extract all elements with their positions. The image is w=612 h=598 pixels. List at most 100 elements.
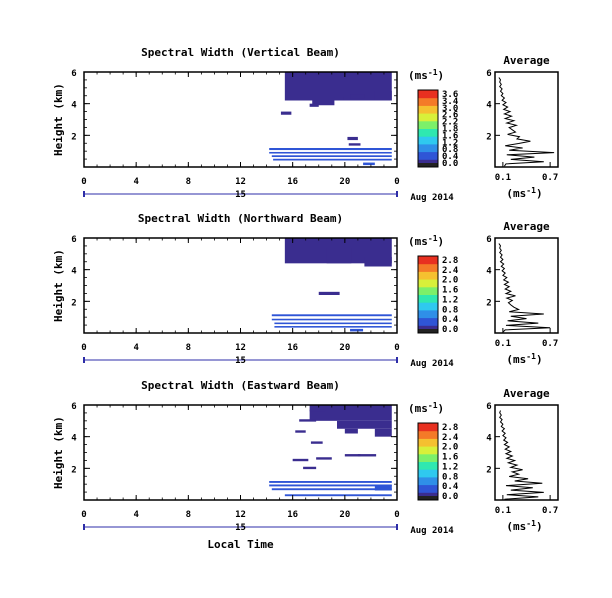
colorbar-tick-label: 3.6: [442, 90, 458, 100]
y-tick-label: 4: [71, 101, 77, 111]
average-x-label-close: ): [536, 520, 543, 533]
average-x-tick-label: 0.7: [542, 173, 558, 183]
average-x-label: (ms-1): [506, 352, 542, 366]
panel-title: Spectral Width (Northward Beam): [138, 212, 343, 225]
colorbar-tick-label: 2.8: [442, 256, 458, 266]
colorbar-segment: [418, 136, 438, 145]
panel-3: Spectral Width (Eastward Beam)0 4 8 12 16 20 0…: [52, 379, 559, 536]
average-title: Average: [503, 54, 550, 67]
heatmap-cell: [309, 103, 319, 107]
colorbar-tick-label: 0.0: [442, 325, 458, 335]
colorbar-tick-label: 2.4: [442, 433, 459, 443]
average-x-label-exp: -1: [526, 352, 536, 361]
heatmap-cell: [344, 454, 361, 457]
colorbar-segment: [418, 430, 438, 439]
average-x-label: (ms-1): [506, 519, 542, 533]
average-profile-line: [499, 410, 544, 500]
x-tick-label: 8: [186, 510, 191, 520]
date-tick-label: 15: [235, 356, 246, 366]
average-title: Average: [503, 220, 550, 233]
colorbar-segment: [418, 446, 438, 455]
heatmap-cells: [271, 238, 392, 332]
colorbar-floor: [418, 163, 438, 167]
colorbar-segment: [418, 286, 438, 295]
x-tick-label: 8: [186, 343, 191, 353]
colorbar-frame: [417, 89, 439, 168]
heatmap-cell: [347, 136, 358, 141]
heatmap-cell: [350, 94, 365, 99]
heatmap-cell: [374, 428, 392, 437]
heatmap-cell: [284, 494, 392, 497]
heatmap-cell: [292, 458, 309, 462]
colorbar-tick-label: 0.0: [442, 159, 458, 169]
heatmap-cells: [269, 72, 392, 166]
average-x-label-exp: -1: [526, 519, 536, 528]
x-tick-label: 20: [339, 343, 350, 353]
x-tick-label: 0: [394, 177, 399, 187]
average-y-tick-label: 4: [486, 434, 492, 444]
y-tick-label: 6: [71, 235, 76, 245]
colorbar-tick-label: 1.2: [442, 138, 458, 148]
average-x-tick-label: 0.7: [542, 506, 558, 516]
date-tick-label: 15: [235, 190, 246, 200]
colorbar-tick-label: 3.0: [442, 104, 458, 114]
colorbar-segment: [418, 113, 438, 122]
colorbar-tick-label: 2.2: [442, 118, 458, 128]
average-x-label-close: ): [536, 353, 543, 366]
y-tick-label: 4: [71, 267, 77, 277]
colorbar-segment: [418, 271, 438, 280]
colorbar-tick-label: 1.2: [442, 462, 458, 472]
y-tick-label: 4: [71, 434, 77, 444]
colorbar-tick-label: 1.6: [442, 453, 458, 463]
colorbar-tick-label: 0.0: [442, 492, 458, 502]
heatmap-cells: [269, 405, 392, 497]
average-y-tick-label: 4: [486, 101, 492, 111]
x-tick-label: 12: [235, 510, 246, 520]
heatmap-cell: [269, 148, 392, 151]
panel-title: Spectral Width (Eastward Beam): [141, 379, 340, 392]
heatmap-cell: [374, 484, 392, 491]
colorbar-segment: [418, 294, 438, 303]
colorbar-segment: [418, 302, 438, 311]
y-axis-label: Height (km): [52, 416, 65, 489]
x-tick-label: 4: [133, 343, 139, 353]
colorbar-tick-label: 0.8: [442, 145, 458, 155]
heatmap-cell: [269, 481, 392, 483]
x-tick-label: 4: [133, 510, 139, 520]
colorbar-segment: [418, 476, 438, 486]
x-tick-label: 16: [287, 343, 298, 353]
colorbar-unit-close: ): [438, 402, 445, 415]
colorbar-segment: [418, 453, 438, 462]
colorbar: 2.82.42.01.61.20.80.40.0 (ms-1): [408, 234, 459, 335]
average-x-tick-label: 0.1: [495, 339, 511, 349]
average-y-tick-label: 6: [486, 235, 491, 245]
average-panel: Average 6 4 2 0.1 0.7(ms-1): [486, 387, 559, 533]
y-axis-label: Height (km): [52, 83, 65, 156]
colorbar-segment: [418, 461, 438, 470]
average-panel: Average 6 4 2 0.1 0.7(ms-1): [486, 220, 559, 366]
colorbar-tick-label: 0.4: [442, 482, 459, 492]
colorbar-unit: (ms-1): [408, 68, 444, 82]
average-x-label-exp: -1: [526, 186, 536, 195]
colorbar-segment: [418, 263, 438, 272]
heatmap-cell: [364, 257, 392, 267]
heatmap-cell: [312, 100, 335, 106]
average-frame: [494, 71, 559, 168]
colorbar-tick-label: 1.6: [442, 131, 458, 141]
x-tick-label: 16: [287, 177, 298, 187]
average-x-label-close: ): [536, 187, 543, 200]
x-tick-label: 0: [81, 343, 86, 353]
colorbar-segment: [418, 128, 438, 137]
x-tick-label: 0: [81, 510, 86, 520]
average-frame: [494, 237, 559, 334]
heatmap-cell: [271, 318, 392, 321]
heatmap-cell: [280, 111, 292, 115]
colorbar-frame: [417, 422, 439, 501]
heatmap-cell: [274, 322, 392, 325]
x-tick-label: 0: [394, 510, 399, 520]
heatmap-cell: [318, 291, 340, 295]
colorbar-floor: [418, 496, 438, 500]
colorbar-tick-label: 1.8: [442, 125, 458, 135]
colorbar-tick-label: 3.4: [442, 97, 459, 107]
